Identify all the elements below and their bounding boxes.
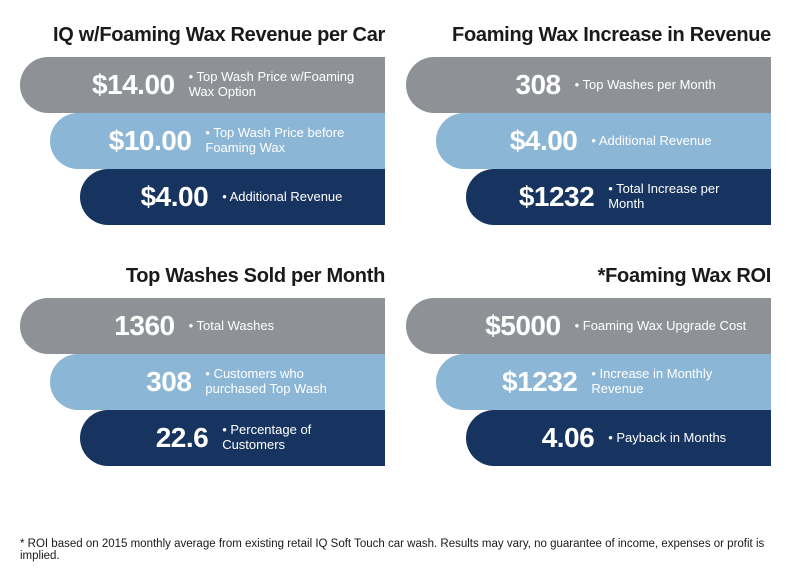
arc-label: • Percentage of Customers [214,423,385,453]
arc-value: 308 [406,69,567,101]
arc-value: 4.06 [466,422,600,454]
panel-title: IQ w/Foaming Wax Revenue per Car [20,24,385,47]
arc-label: • Top Wash Price w/Foaming Wax Option [181,70,385,100]
arc-stack: 1360 • Total Washes 308 • Customers who … [20,298,385,466]
panel-title: Top Washes Sold per Month [20,265,385,288]
arc-row: 308 • Top Washes per Month [406,57,771,113]
panel-top-washes-sold: Top Washes Sold per Month 1360 • Total W… [20,265,385,466]
arc-label: • Top Wash Price before Foaming Wax [197,126,385,156]
arc-value: 22.6 [80,422,214,454]
panel-grid: IQ w/Foaming Wax Revenue per Car $14.00 … [20,24,772,466]
arc-value: $1232 [466,181,600,213]
panel-foaming-wax-roi: *Foaming Wax ROI $5000 • Foaming Wax Upg… [406,265,771,466]
arc-label: • Total Washes [181,319,385,334]
arc-value: 308 [50,366,197,398]
panel-increase-in-revenue: Foaming Wax Increase in Revenue 308 • To… [406,24,771,225]
panel-revenue-per-car: IQ w/Foaming Wax Revenue per Car $14.00 … [20,24,385,225]
arc-row: $1232 • Total Increase per Month [466,169,771,225]
arc-row: 308 • Customers who purchased Top Wash [50,354,385,410]
arc-row: 1360 • Total Washes [20,298,385,354]
arc-row: $1232 • Increase in Monthly Revenue [436,354,771,410]
arc-row: $4.00 • Additional Revenue [436,113,771,169]
arc-value: $4.00 [436,125,583,157]
panel-title: Foaming Wax Increase in Revenue [406,24,771,47]
arc-label: • Additional Revenue [583,134,771,149]
arc-value: $4.00 [80,181,214,213]
arc-label: • Customers who purchased Top Wash [197,367,385,397]
footnote: * ROI based on 2015 monthly average from… [20,538,772,562]
panel-title: *Foaming Wax ROI [406,265,771,288]
arc-label: • Increase in Monthly Revenue [583,367,771,397]
arc-stack: $14.00 • Top Wash Price w/Foaming Wax Op… [20,57,385,225]
arc-stack: $5000 • Foaming Wax Upgrade Cost $1232 •… [406,298,771,466]
arc-value: $14.00 [20,69,181,101]
arc-label: • Additional Revenue [214,190,385,205]
arc-row: $4.00 • Additional Revenue [80,169,385,225]
arc-row: 22.6 • Percentage of Customers [80,410,385,466]
arc-value: $5000 [406,310,567,342]
arc-row: $14.00 • Top Wash Price w/Foaming Wax Op… [20,57,385,113]
arc-row: 4.06 • Payback in Months [466,410,771,466]
arc-label: • Total Increase per Month [600,182,771,212]
arc-label: • Top Washes per Month [567,78,771,93]
arc-value: 1360 [20,310,181,342]
arc-value: $1232 [436,366,583,398]
arc-row: $5000 • Foaming Wax Upgrade Cost [406,298,771,354]
arc-value: $10.00 [50,125,197,157]
arc-label: • Payback in Months [600,431,771,446]
arc-label: • Foaming Wax Upgrade Cost [567,319,771,334]
arc-stack: 308 • Top Washes per Month $4.00 • Addit… [406,57,771,225]
arc-row: $10.00 • Top Wash Price before Foaming W… [50,113,385,169]
